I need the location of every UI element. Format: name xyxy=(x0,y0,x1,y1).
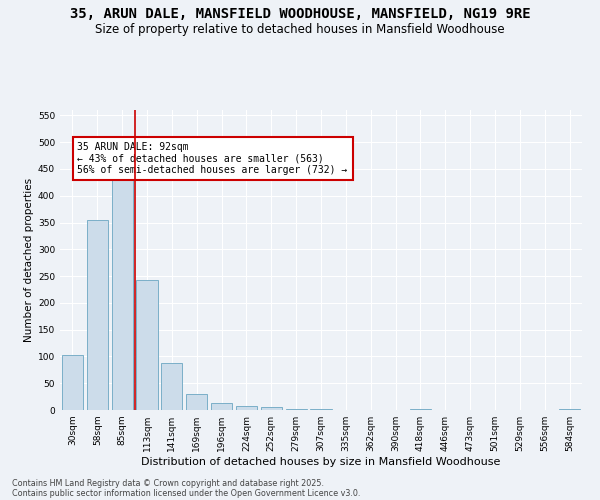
Bar xyxy=(186,394,207,410)
Text: Contains HM Land Registry data © Crown copyright and database right 2025.: Contains HM Land Registry data © Crown c… xyxy=(12,478,324,488)
Text: 35 ARUN DALE: 92sqm
← 43% of detached houses are smaller (563)
56% of semi-detac: 35 ARUN DALE: 92sqm ← 43% of detached ho… xyxy=(77,142,347,176)
X-axis label: Distribution of detached houses by size in Mansfield Woodhouse: Distribution of detached houses by size … xyxy=(142,457,500,467)
Text: Contains public sector information licensed under the Open Government Licence v3: Contains public sector information licen… xyxy=(12,488,361,498)
Bar xyxy=(559,409,580,410)
Bar xyxy=(62,355,83,410)
Bar xyxy=(211,403,232,410)
Bar xyxy=(87,220,108,410)
Y-axis label: Number of detached properties: Number of detached properties xyxy=(24,178,34,342)
Bar xyxy=(161,364,182,410)
Bar xyxy=(136,280,158,410)
Bar xyxy=(286,409,307,410)
Bar xyxy=(410,409,431,410)
Text: Size of property relative to detached houses in Mansfield Woodhouse: Size of property relative to detached ho… xyxy=(95,22,505,36)
Bar xyxy=(112,166,133,410)
Text: 35, ARUN DALE, MANSFIELD WOODHOUSE, MANSFIELD, NG19 9RE: 35, ARUN DALE, MANSFIELD WOODHOUSE, MANS… xyxy=(70,8,530,22)
Bar xyxy=(236,406,257,410)
Bar xyxy=(261,408,282,410)
